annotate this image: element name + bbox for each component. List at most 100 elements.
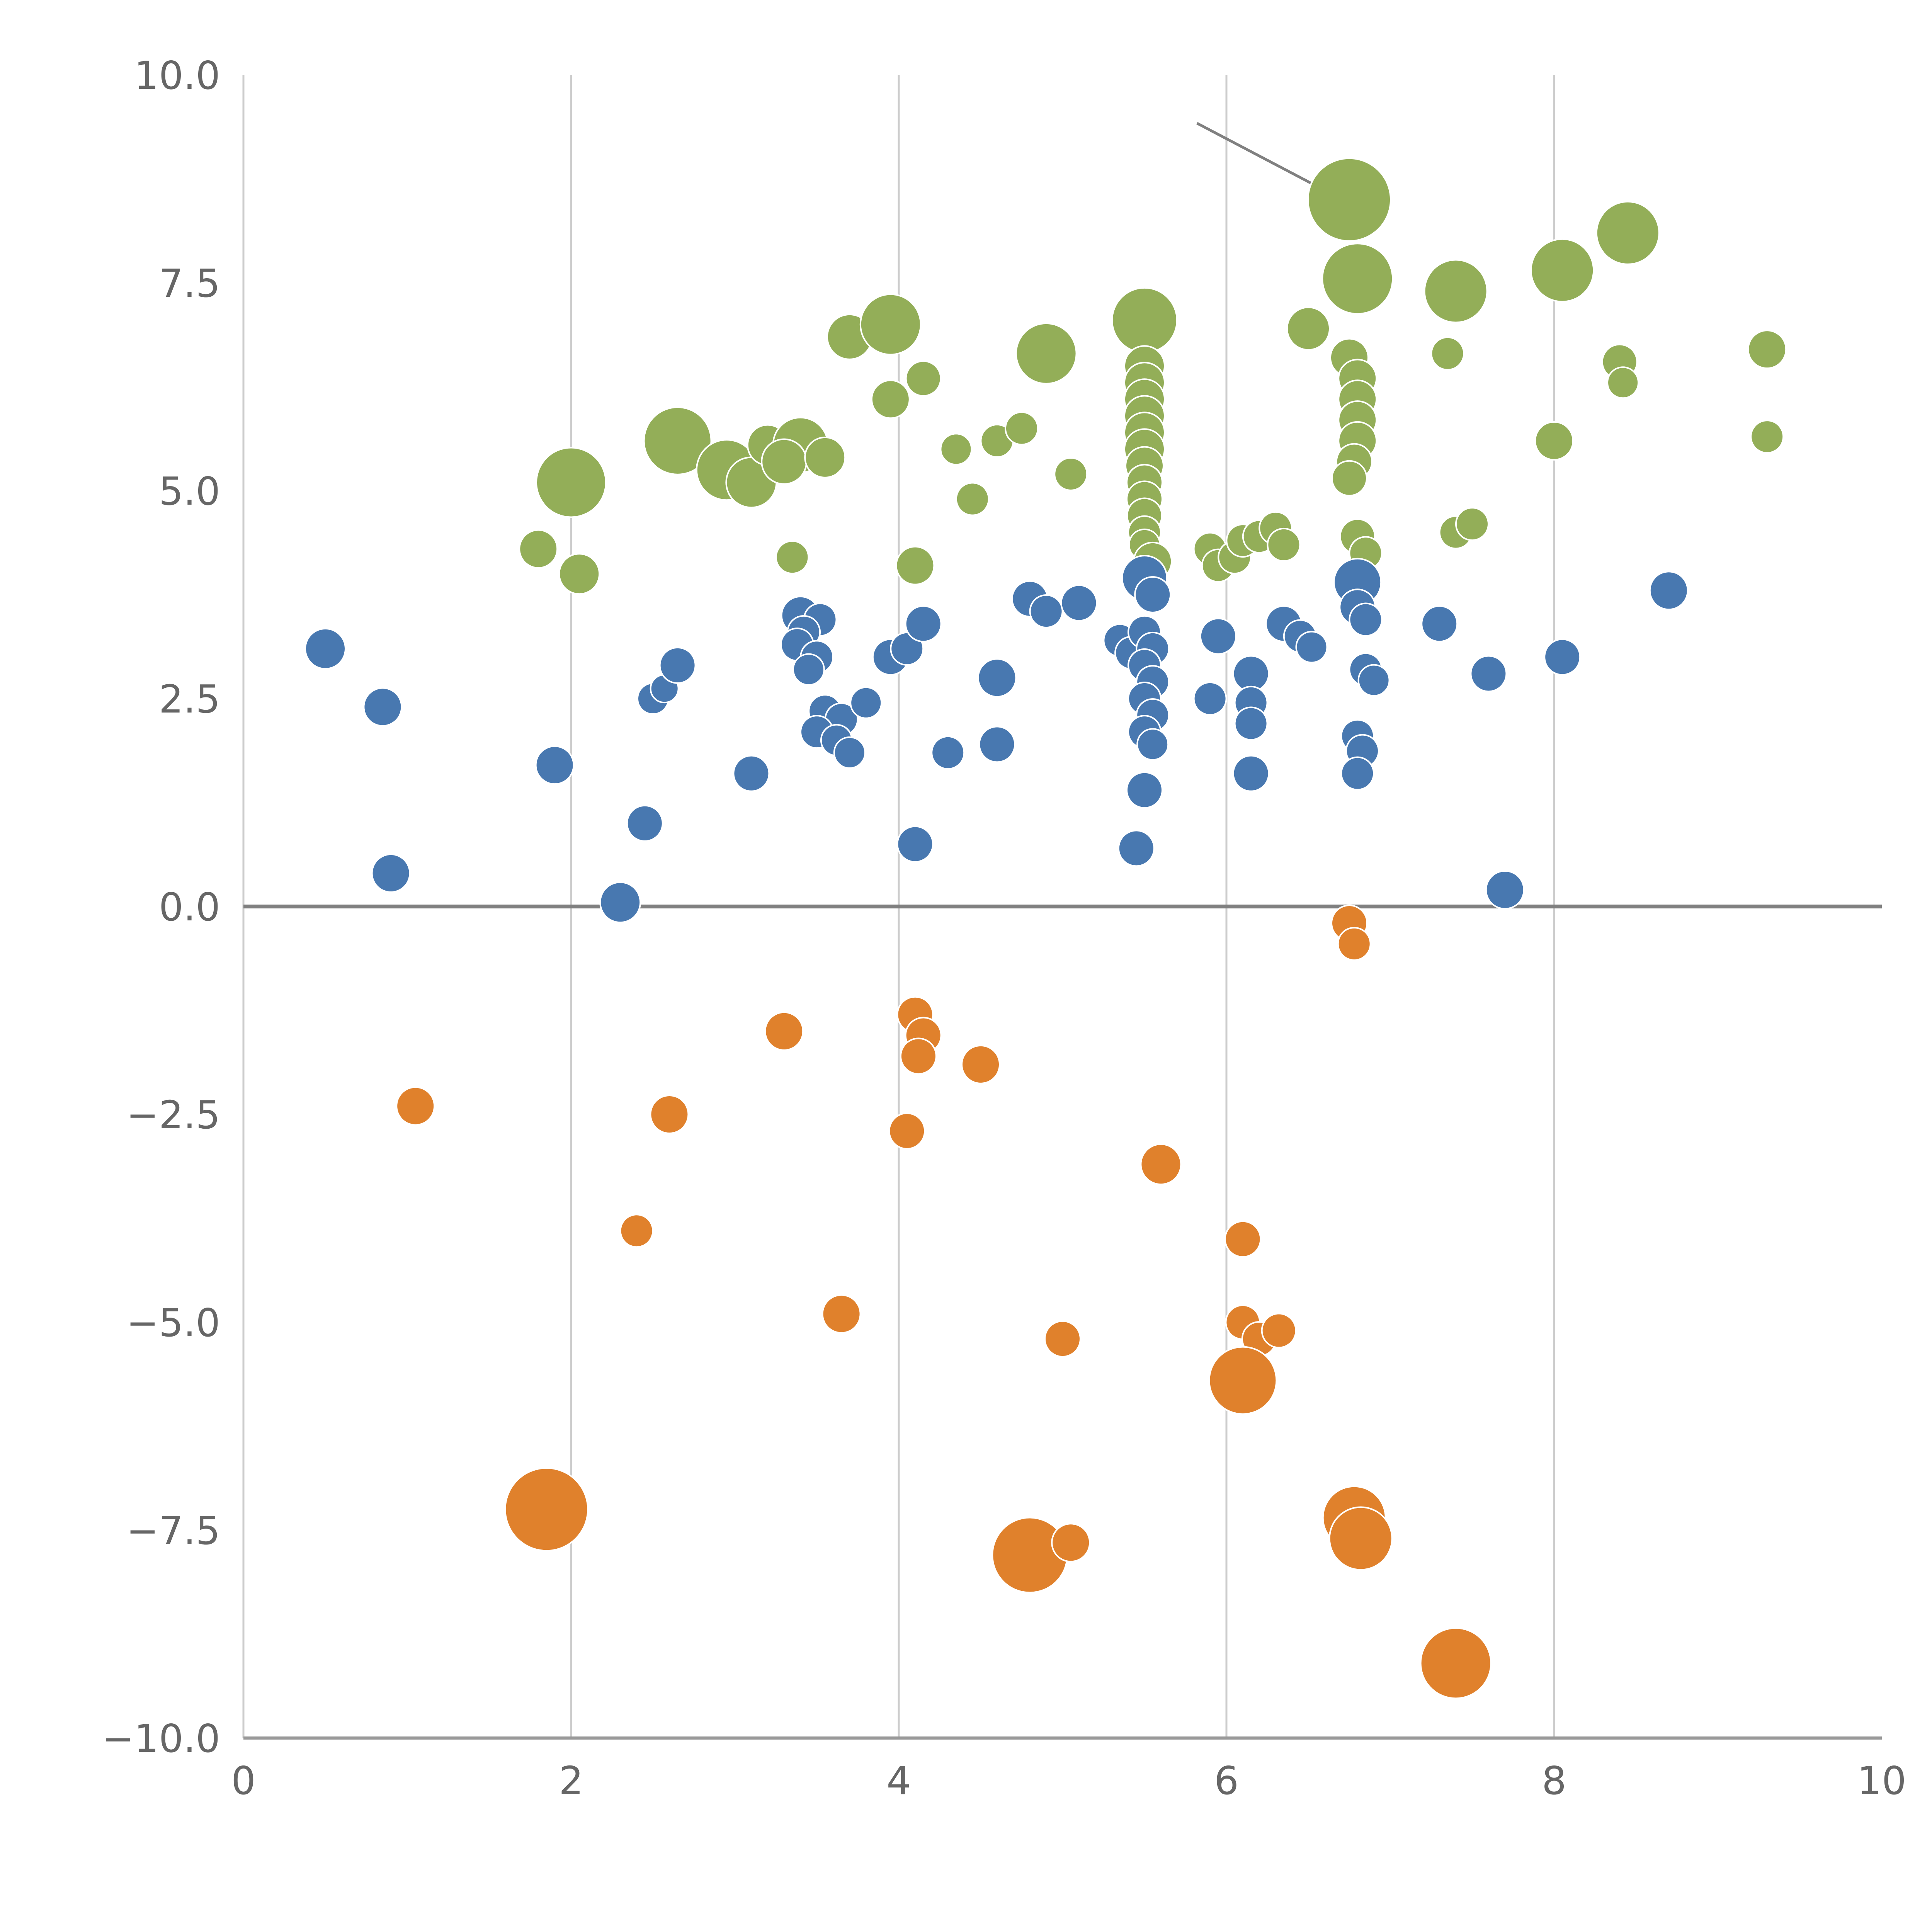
data-point-orange [650, 1095, 689, 1134]
data-point-green [895, 546, 935, 585]
data-point-green [871, 379, 910, 419]
data-point-orange [888, 1112, 926, 1150]
data-point-blue [1199, 617, 1237, 655]
data-point-blue [1232, 755, 1270, 792]
data-point-orange [1328, 1506, 1393, 1571]
data-point-blue [1485, 870, 1525, 910]
data-point-green [1267, 527, 1301, 562]
y-tick-label-1: 7.5 [159, 261, 220, 306]
data-point-orange [764, 1011, 804, 1051]
data-point-orange [1051, 1523, 1091, 1563]
data-point-green [558, 553, 600, 595]
data-point-orange [1420, 1627, 1492, 1699]
data-point-orange [619, 1214, 654, 1248]
data-point-orange [1261, 1313, 1297, 1349]
data-point-green [1307, 157, 1391, 242]
data-point-orange [1208, 1346, 1277, 1415]
data-point-orange [821, 1294, 861, 1334]
data-point-green [1595, 201, 1660, 265]
data-point-blue [896, 825, 934, 863]
data-point-green [643, 406, 712, 475]
x-tick-label-1: 2 [559, 1758, 583, 1803]
x-tick-label-0: 0 [231, 1758, 256, 1803]
y-tick-label-0: 10.0 [134, 53, 220, 98]
y-tick-label-5: −2.5 [126, 1092, 220, 1138]
data-point-blue [1029, 594, 1063, 629]
x-tick-label-3: 6 [1214, 1758, 1239, 1803]
data-point-blue [535, 745, 575, 785]
data-point-blue [1136, 728, 1169, 761]
data-point-green [1015, 322, 1077, 384]
data-point-green [1607, 366, 1639, 399]
data-point-blue [1544, 638, 1581, 676]
data-point-blue [659, 646, 696, 684]
data-point-blue [1134, 576, 1172, 613]
data-point-orange [1140, 1143, 1182, 1185]
data-point-blue [792, 653, 825, 686]
data-point-green [775, 540, 810, 575]
data-point-blue [850, 686, 883, 719]
data-point-orange [396, 1086, 435, 1126]
data-point-green [1530, 238, 1595, 303]
data-point-blue [1060, 584, 1098, 622]
data-point-green [955, 482, 990, 516]
data-point-blue [833, 736, 866, 769]
data-point-orange [961, 1044, 1000, 1084]
data-point-green [1534, 421, 1574, 461]
data-point-blue [905, 605, 942, 643]
data-point-green [859, 293, 922, 355]
data-point-green [1747, 330, 1787, 369]
data-point-blue [733, 755, 770, 792]
data-point-blue [1421, 605, 1458, 643]
y-tick-label-2: 5.0 [159, 469, 220, 514]
data-point-blue [1126, 771, 1163, 809]
data-point-green [804, 436, 846, 478]
x-tick-label-4: 8 [1542, 1758, 1566, 1803]
data-point-blue [978, 726, 1016, 763]
y-tick-label-4: 0.0 [159, 884, 220, 930]
data-point-blue [931, 735, 965, 770]
data-point-blue [1340, 756, 1375, 791]
data-point-blue [1193, 682, 1227, 716]
data-point-green [536, 447, 607, 518]
y-tick-label-3: 2.5 [159, 677, 220, 722]
data-point-blue [1234, 706, 1268, 741]
y-tick-label-6: −5.0 [126, 1300, 220, 1345]
data-point-blue [1295, 631, 1328, 663]
data-point-green [1455, 507, 1489, 541]
data-point-green [1423, 259, 1488, 323]
data-point-blue [304, 628, 346, 670]
x-tick-label-5: 10 [1857, 1758, 1906, 1803]
data-point-green [940, 433, 973, 466]
data-point-orange [1224, 1220, 1262, 1258]
data-point-green [1750, 420, 1784, 454]
data-point-blue [599, 881, 641, 923]
data-point-green [1005, 411, 1039, 446]
data-point-orange [1044, 1320, 1081, 1358]
data-point-blue [890, 631, 924, 666]
data-point-green [1054, 457, 1088, 491]
data-point-blue [1470, 655, 1507, 692]
data-point-green [1321, 243, 1394, 315]
data-point-blue [977, 658, 1017, 698]
data-point-green [1430, 336, 1465, 371]
x-tick-label-2: 4 [886, 1758, 911, 1803]
data-point-blue [626, 804, 663, 842]
data-point-green [1286, 306, 1330, 351]
data-point-blue [1649, 571, 1689, 611]
data-point-orange [1337, 927, 1371, 961]
y-tick-label-7: −7.5 [126, 1508, 220, 1553]
y-tick-label-8: −10.0 [102, 1716, 220, 1761]
data-point-orange [504, 1467, 589, 1552]
data-point-blue [1349, 602, 1383, 637]
data-point-blue [1357, 664, 1390, 697]
data-point-blue [363, 687, 403, 727]
data-point-green [1111, 287, 1178, 354]
data-point-blue [1117, 830, 1155, 867]
data-point-green [905, 360, 942, 397]
data-point-green [761, 438, 808, 485]
data-point-orange [900, 1037, 937, 1075]
data-point-green [1331, 460, 1367, 497]
